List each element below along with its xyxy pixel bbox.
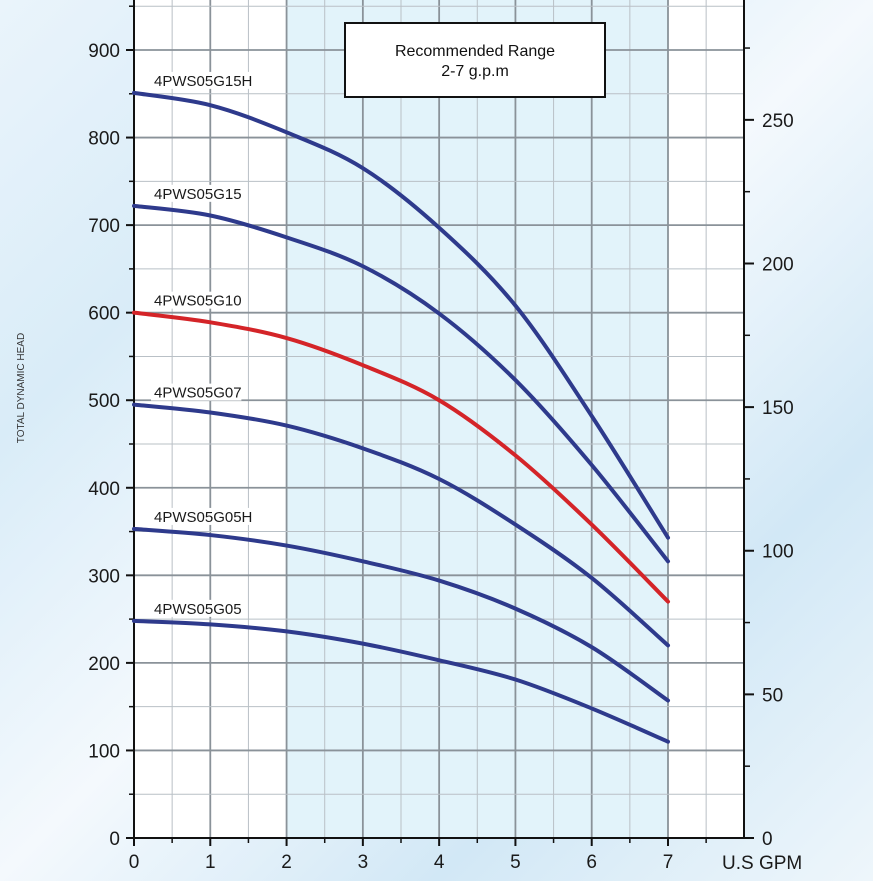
series-label-4pws05g15: 4PWS05G15 [154, 186, 242, 203]
annotation-box [344, 22, 606, 98]
y-tick-label-left: 200 [88, 654, 120, 675]
x-tick-label: 4 [434, 852, 445, 873]
series-labels: 4PWS05G15H 4PWS05G15 4PWS05G10 4PWS05G07 4PW… [151, 71, 252, 618]
series-line-4pws05g05h [132, 526, 670, 703]
y-tick-label-right: 200 [762, 254, 794, 275]
recommended-range-annotation: Recommended Range 2-7 g.p.m [344, 22, 606, 98]
series-line-4pws05g15 [132, 203, 670, 564]
x-axis-label: U.S GPM [722, 853, 802, 874]
series-label-4pws05g15h: 4PWS05G15H [154, 73, 252, 90]
x-tick-label: 5 [510, 852, 521, 873]
y-tick-label-left: 500 [88, 391, 120, 412]
y-tick-label-right: 50 [762, 685, 783, 706]
series-label-4pws05g05h: 4PWS05G05H [154, 509, 252, 526]
y-tick-label-left: 700 [88, 216, 120, 237]
axes [126, 0, 754, 846]
series-label-4pws05g10: 4PWS05G10 [154, 293, 242, 310]
x-tick-label: 0 [129, 852, 140, 873]
y-tick-label-left: 800 [88, 129, 120, 150]
y-tick-label-left: 400 [88, 479, 120, 500]
series-label-bg [151, 599, 242, 617]
series-label-bg [151, 184, 242, 202]
y-tick-label-left: 100 [88, 741, 120, 762]
series-line-4pws05g10 [132, 310, 670, 604]
series-curves [132, 90, 670, 744]
series-label-4pws05g05: 4PWS05G05 [154, 601, 242, 618]
series-label-bg [151, 71, 251, 89]
series-line-4pws05g07 [132, 402, 670, 648]
y-axis-label: TOTAL DYNAMIC HEAD [16, 333, 27, 443]
x-tick-label: 1 [205, 852, 216, 873]
annotation-line-2: 2-7 g.p.m [441, 63, 509, 80]
tick-labels: 0100200300400500600700800900050100150200… [88, 41, 793, 873]
x-tick-label: 2 [281, 852, 292, 873]
series-line-4pws05g05 [132, 618, 670, 744]
series-line-4pws05g15h [132, 90, 670, 540]
y-tick-label-right: 100 [762, 542, 794, 563]
y-tick-label-right: 250 [762, 111, 794, 132]
series-label-bg [151, 507, 251, 525]
series-label-bg [151, 383, 242, 401]
series-label-bg [151, 291, 242, 309]
annotation-line-1: Recommended Range [395, 43, 555, 60]
y-tick-label-right: 150 [762, 398, 794, 419]
x-tick-label: 3 [358, 852, 369, 873]
x-tick-label: 7 [663, 852, 674, 873]
y-tick-label-left: 600 [88, 304, 120, 325]
y-tick-label-left: 300 [88, 566, 120, 587]
y-tick-label-right: 0 [762, 829, 773, 850]
y-tick-label-left: 900 [88, 41, 120, 62]
x-tick-label: 6 [586, 852, 597, 873]
y-tick-label-left: 0 [109, 829, 120, 850]
series-label-4pws05g07: 4PWS05G07 [154, 385, 242, 402]
